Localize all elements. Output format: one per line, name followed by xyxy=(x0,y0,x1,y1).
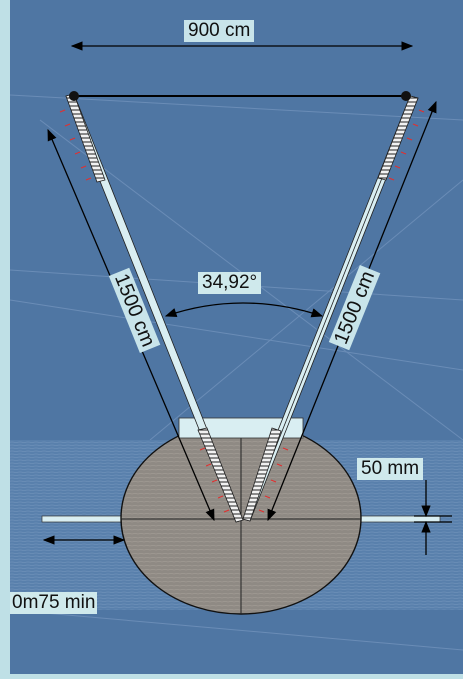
angle-arc xyxy=(164,302,324,318)
span-width-label: 900 cm xyxy=(184,20,255,42)
left-top-joint xyxy=(69,91,79,101)
min-spacing-label: 0m75 min xyxy=(10,592,98,614)
thickness-label: 50 mm xyxy=(357,458,424,480)
right-top-joint xyxy=(401,91,411,101)
right-side-rod xyxy=(349,515,441,523)
angle-label: 34,92° xyxy=(198,272,262,294)
